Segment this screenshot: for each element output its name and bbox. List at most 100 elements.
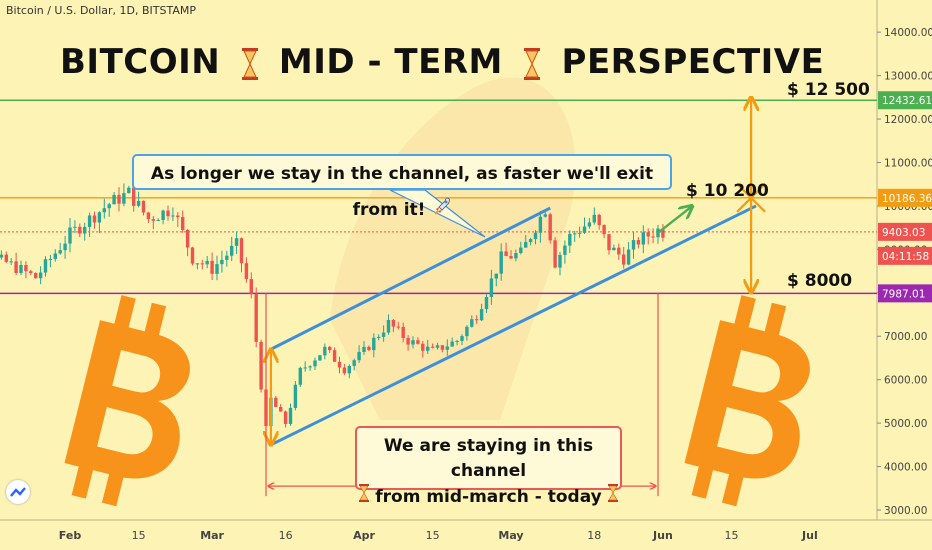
candle-body: [362, 346, 366, 352]
y-tick-label: 6000.00: [884, 375, 927, 387]
candle-body: [337, 361, 342, 368]
candle-body: [587, 222, 592, 227]
candle-body: [519, 247, 523, 254]
channel-lower-line: [270, 204, 757, 447]
candle-body: [323, 346, 327, 356]
hourglass-icon: [523, 47, 541, 81]
tradingview-logo[interactable]: [6, 480, 30, 504]
candle-body: [205, 260, 209, 265]
bitcoin-logo-bar: [113, 295, 136, 331]
x-tick-label: May: [498, 529, 523, 542]
candle-body: [347, 365, 351, 374]
x-tick-label: Feb: [59, 529, 82, 542]
candle-body: [440, 345, 445, 350]
candle-body: [249, 279, 253, 295]
candle-body: [166, 210, 170, 217]
countdown-label-bg: [878, 246, 932, 265]
candle-body: [200, 263, 204, 265]
x-tick-label: 18: [587, 529, 601, 542]
callout-pointer: [389, 189, 486, 238]
candle-body: [626, 249, 631, 265]
candle-body: [553, 240, 557, 268]
candle-body: [401, 326, 405, 338]
candle-body: [38, 272, 43, 279]
candle-body: [210, 260, 214, 274]
candle-body: [225, 255, 229, 260]
candle-body: [421, 343, 425, 351]
candle-body: [185, 229, 190, 248]
candle-body: [548, 214, 552, 241]
price-label-bg: [878, 188, 932, 207]
candle-body: [318, 355, 322, 361]
candle-body: [112, 194, 116, 205]
candle-body: [48, 259, 53, 261]
candle-body: [151, 219, 155, 221]
candle-body: [577, 232, 582, 234]
candle-body: [92, 215, 97, 223]
candle-body: [107, 204, 111, 209]
staying-callout[interactable]: We are staying in this channel from mid-…: [355, 426, 622, 507]
price-label-bg: [878, 91, 932, 110]
candle-body: [528, 239, 533, 243]
candle-body: [171, 215, 175, 217]
candle-body: [14, 261, 18, 273]
candle-body: [19, 265, 23, 273]
candle-body: [543, 214, 547, 217]
candle-body: [470, 319, 474, 327]
candle-body: [83, 226, 87, 234]
candle-body: [274, 397, 278, 407]
x-tick-label: 15: [725, 529, 739, 542]
candle-body: [195, 263, 200, 265]
candle-body: [97, 212, 102, 223]
y-tick-label: 12000.00: [884, 114, 932, 126]
candle-body: [563, 245, 567, 255]
callout-line-2-row: from mid-march - today: [357, 484, 620, 510]
candle-body: [357, 351, 361, 361]
candle-body: [352, 360, 356, 366]
candle-body: [435, 345, 440, 348]
title-word-perspective: PERSPECTIVE: [561, 42, 825, 82]
candle-body: [58, 250, 62, 254]
y-tick-label: 11000.00: [884, 157, 932, 169]
candle-body: [156, 220, 160, 222]
bitcoin-logo-bar: [101, 470, 125, 507]
candle-body: [73, 226, 77, 228]
bitcoin-logo-body: [684, 320, 810, 479]
candle-body: [332, 350, 337, 362]
candle-body: [234, 238, 239, 246]
candle-body: [475, 319, 479, 321]
candle-body: [386, 319, 391, 333]
candle-body: [161, 210, 165, 221]
candle-body: [622, 254, 626, 265]
candle-body: [499, 251, 503, 274]
projection-arrow: [657, 206, 692, 234]
channel-upper-line: [270, 206, 551, 351]
candle-body: [631, 240, 636, 250]
candle-body: [494, 273, 498, 279]
candle-body: [244, 263, 249, 280]
candle-body: [455, 340, 459, 342]
candle-body: [136, 200, 141, 206]
candle-body: [9, 261, 13, 263]
price-label-bg: [878, 222, 932, 241]
candle-body: [141, 200, 146, 213]
target-low-label: $ 8000: [787, 271, 853, 291]
candle-body: [29, 271, 33, 274]
y-tick-label: 13000.00: [884, 71, 932, 83]
candle-body: [646, 232, 650, 237]
candle-body: [288, 407, 293, 424]
candle-body: [612, 247, 616, 251]
candle-body: [509, 256, 513, 259]
x-tick-label: Mar: [200, 529, 224, 542]
candle-body: [298, 367, 302, 385]
channel-callout[interactable]: As longer we stay in the channel, as fas…: [132, 154, 672, 220]
candle-body: [661, 228, 665, 238]
candle-body: [484, 296, 489, 310]
bitcoin-logo-left: [64, 295, 190, 507]
price-label: 10186.36: [882, 193, 932, 205]
candle-body: [377, 336, 381, 338]
y-tick-label: 14000.00: [884, 27, 932, 39]
candle-body: [190, 247, 195, 264]
candle-body: [87, 215, 92, 227]
